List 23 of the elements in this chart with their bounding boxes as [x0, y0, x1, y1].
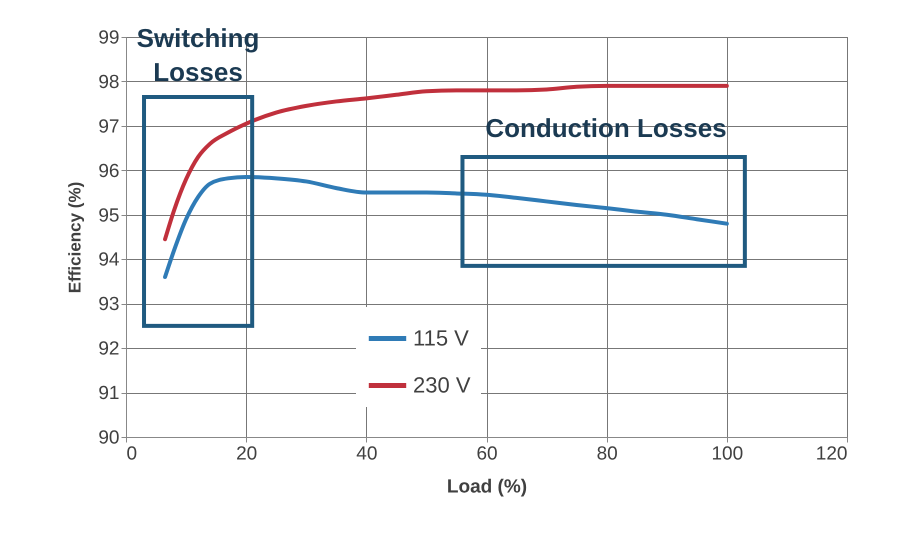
y-tick-label: 92 [98, 338, 120, 360]
x-tick-label: 80 [596, 444, 618, 464]
x-tick-label: 40 [356, 444, 378, 464]
line-series [163, 84, 729, 242]
y-tick-label: 96 [98, 160, 120, 182]
y-tick-label: 93 [98, 294, 120, 316]
legend-label: 115 V [413, 326, 470, 350]
y-tick-label: 95 [98, 205, 120, 226]
y-tick-label: 99 [98, 28, 120, 48]
x-tick-label: 20 [236, 444, 258, 464]
x-tick-label: 0 [126, 444, 138, 464]
y-tick-label: 98 [98, 72, 120, 93]
y-tick-label: 94 [98, 250, 120, 271]
x-tick-label: 100 [711, 444, 744, 464]
y-tick-label: 97 [98, 116, 120, 138]
x-tick-label: 120 [816, 444, 848, 464]
x-axis-title: Load (%) [446, 476, 528, 498]
line-series [163, 175, 729, 279]
y-axis-title: Efficiency (%) [65, 182, 84, 294]
x-tick-label: 60 [476, 444, 498, 464]
y-tick-label: 90 [98, 428, 120, 448]
legend-label: 230 V [413, 372, 471, 398]
y-tick-label: 91 [98, 383, 120, 404]
